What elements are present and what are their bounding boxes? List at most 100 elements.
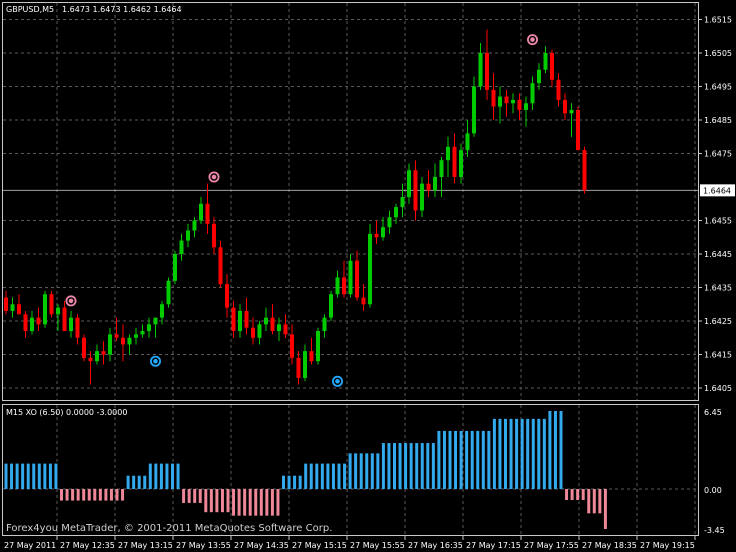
candle[interactable] [95, 344, 99, 365]
candle[interactable] [368, 223, 372, 308]
candle[interactable] [10, 297, 15, 318]
candle[interactable] [563, 93, 567, 120]
candle[interactable] [270, 304, 275, 335]
xo-marker: 0 [65, 295, 77, 307]
candle[interactable] [108, 327, 112, 362]
candle[interactable] [511, 93, 515, 114]
price-tick-label: 1.6485 [704, 116, 732, 125]
candle[interactable] [556, 73, 561, 107]
candle[interactable] [400, 183, 405, 218]
candle[interactable] [43, 290, 47, 328]
candle[interactable] [277, 317, 281, 342]
candle[interactable] [472, 76, 476, 137]
candle[interactable] [134, 327, 138, 345]
candlestick-series[interactable] [4, 29, 587, 385]
xo-marker: 0 [332, 375, 343, 387]
candle[interactable] [257, 321, 262, 345]
candle[interactable] [446, 136, 450, 177]
candle[interactable] [576, 106, 580, 151]
candle[interactable] [23, 310, 28, 338]
candle[interactable] [56, 304, 60, 332]
candle[interactable] [238, 304, 242, 338]
candle[interactable] [4, 290, 8, 315]
candle[interactable] [361, 284, 366, 311]
candle[interactable] [166, 277, 171, 308]
candle[interactable] [49, 290, 54, 318]
candle[interactable] [569, 103, 574, 137]
candle[interactable] [355, 250, 359, 301]
candle[interactable] [192, 217, 197, 238]
candle[interactable] [322, 314, 327, 338]
candle[interactable] [225, 274, 229, 318]
candle[interactable] [17, 294, 21, 315]
candle[interactable] [160, 300, 164, 325]
candle[interactable] [335, 270, 340, 298]
candle[interactable] [426, 170, 431, 198]
candle[interactable] [420, 176, 424, 218]
price-tick-label: 1.6505 [704, 49, 732, 58]
candle[interactable] [465, 120, 470, 157]
candle[interactable] [394, 203, 398, 224]
candle[interactable] [121, 324, 125, 362]
candle[interactable] [127, 334, 132, 355]
candle[interactable] [498, 86, 502, 124]
candle[interactable] [69, 310, 73, 338]
candle[interactable] [543, 46, 548, 74]
candle[interactable] [186, 223, 190, 248]
candle[interactable] [218, 240, 223, 288]
candle[interactable] [452, 133, 457, 184]
candle[interactable] [550, 49, 554, 87]
candle[interactable] [348, 254, 353, 298]
candle[interactable] [244, 297, 249, 335]
candle[interactable] [296, 351, 301, 385]
candle[interactable] [485, 29, 489, 100]
candle[interactable] [309, 337, 314, 365]
candle[interactable] [153, 317, 158, 338]
candle[interactable] [147, 317, 151, 338]
candle[interactable] [290, 324, 294, 365]
candle[interactable] [88, 351, 93, 385]
candle[interactable] [413, 160, 418, 221]
candle[interactable] [173, 250, 177, 285]
price-tick-label: 1.6445 [704, 250, 732, 259]
candle[interactable] [491, 73, 496, 120]
candle[interactable] [530, 76, 535, 110]
candle[interactable] [342, 260, 346, 298]
candle[interactable] [82, 334, 86, 362]
candle[interactable] [478, 42, 483, 90]
candle[interactable] [407, 163, 411, 204]
candle[interactable] [179, 233, 184, 261]
candle[interactable] [199, 197, 203, 224]
candle[interactable] [205, 183, 210, 234]
candle[interactable] [264, 307, 268, 332]
candle[interactable] [329, 290, 333, 321]
candle[interactable] [231, 300, 236, 338]
candle[interactable] [504, 89, 509, 117]
candle[interactable] [374, 220, 379, 244]
candle[interactable] [75, 314, 80, 345]
candle[interactable] [524, 96, 528, 127]
candle[interactable] [251, 317, 255, 345]
candle[interactable] [212, 217, 216, 254]
candle[interactable] [517, 93, 522, 120]
indicator-scale-label: -3.45 [704, 526, 725, 535]
candle[interactable] [140, 324, 145, 338]
candle[interactable] [387, 210, 392, 234]
candle[interactable] [439, 156, 444, 198]
indicator-scale-label: 0.00 [704, 486, 722, 495]
candle[interactable] [36, 307, 41, 332]
candle[interactable] [316, 327, 320, 365]
candle[interactable] [62, 300, 67, 332]
time-tick-label: 27 May 12:35 [60, 541, 115, 550]
candle[interactable] [459, 143, 463, 184]
candle[interactable] [433, 163, 437, 198]
candle[interactable] [30, 310, 34, 335]
candle[interactable] [582, 146, 587, 194]
candle[interactable] [537, 63, 541, 90]
candle[interactable] [303, 344, 307, 382]
candle[interactable] [101, 341, 106, 365]
candle[interactable] [381, 217, 385, 241]
candle[interactable] [114, 317, 119, 342]
candle[interactable] [283, 314, 288, 338]
